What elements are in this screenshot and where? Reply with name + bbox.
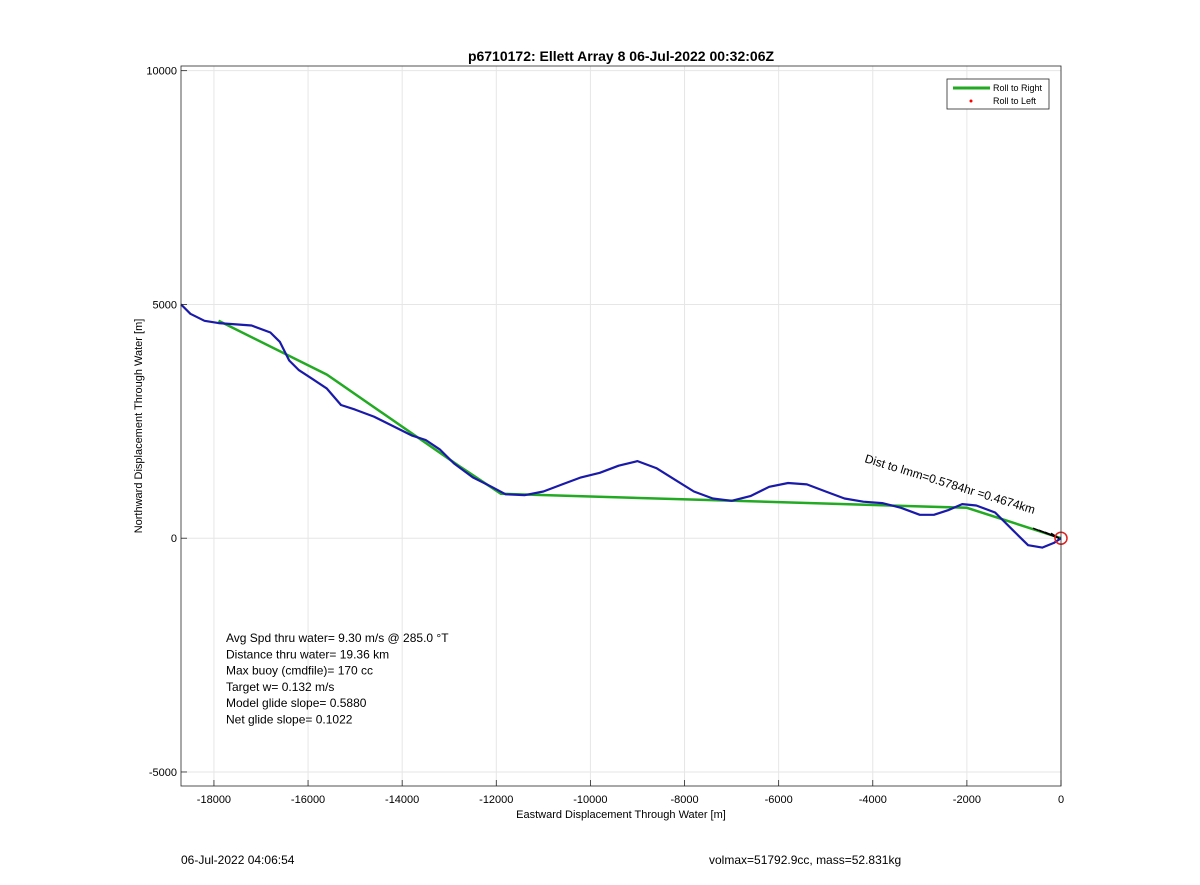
summary-line: Target w= 0.132 m/s: [226, 680, 334, 694]
chart-title: p6710172: Ellett Array 8 06-Jul-2022 00:…: [468, 48, 775, 64]
summary-line: Max buoy (cmdfile)= 170 cc: [226, 664, 373, 678]
grid-lines: [181, 66, 1062, 786]
x-tick-label: -2000: [953, 794, 981, 806]
marker-layer: [1032, 527, 1068, 545]
series-line-roll-right: [218, 319, 1062, 540]
legend-label-roll-left: Roll to Left: [993, 96, 1037, 106]
y-tick-label: 0: [171, 533, 177, 545]
legend: Roll to Right Roll to Left: [946, 78, 1050, 110]
summary-line: Avg Spd thru water= 9.30 m/s @ 285.0 °T: [226, 631, 449, 645]
summary-line: Model glide slope= 0.5880: [226, 696, 367, 710]
footer-stats: volmax=51792.9cc, mass=52.831kg: [709, 853, 902, 867]
x-tick-label: -10000: [573, 794, 607, 806]
x-tick-label: -6000: [765, 794, 793, 806]
series-line-track: [180, 303, 1062, 549]
y-tick-label: 10000: [146, 66, 177, 78]
x-axis-label: Eastward Displacement Through Water [m]: [516, 809, 726, 821]
x-tick-label: -12000: [479, 794, 513, 806]
plot-area: [180, 65, 1062, 787]
summary-line: Distance thru water= 19.36 km: [226, 647, 389, 661]
x-tick-label: -16000: [291, 794, 325, 806]
x-tick-label: 0: [1058, 794, 1064, 806]
y-tick-label: -5000: [149, 767, 177, 779]
legend-marker-roll-left: [969, 99, 973, 103]
y-tick-label: 5000: [153, 299, 177, 311]
summary-line: Net glide slope= 0.1022: [226, 713, 353, 727]
x-axis: -18000 -16000 -14000 -12000 -10000 -8000 -6000…: [197, 780, 1064, 806]
y-axis-label: Northward Displacement Through Water [m]: [133, 319, 145, 534]
y-axis: -5000 0 5000 10000: [146, 66, 187, 779]
x-tick-label: -14000: [385, 794, 419, 806]
legend-label-roll-right: Roll to Right: [993, 83, 1043, 93]
x-tick-label: -18000: [197, 794, 231, 806]
x-tick-label: -4000: [859, 794, 887, 806]
summary-text-block: Avg Spd thru water= 9.30 m/s @ 285.0 °T D…: [226, 631, 449, 727]
footer-timestamp: 06-Jul-2022 04:06:54: [181, 853, 295, 867]
x-tick-label: -8000: [670, 794, 698, 806]
series-layer: [180, 303, 1062, 549]
legend-box: [946, 78, 1050, 110]
